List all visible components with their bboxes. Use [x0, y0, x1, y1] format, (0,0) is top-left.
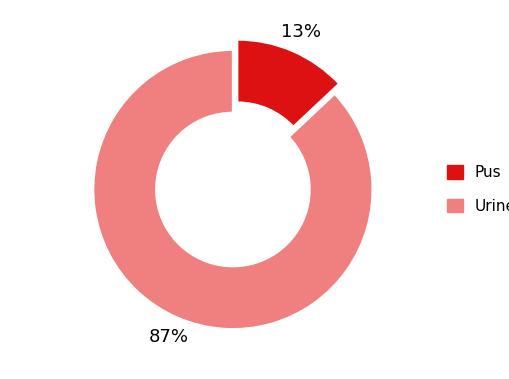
Wedge shape — [93, 50, 373, 329]
Text: 13%: 13% — [281, 23, 321, 41]
Legend: Pus, Urine: Pus, Urine — [441, 159, 509, 220]
Wedge shape — [237, 40, 339, 127]
Text: 87%: 87% — [149, 328, 189, 346]
